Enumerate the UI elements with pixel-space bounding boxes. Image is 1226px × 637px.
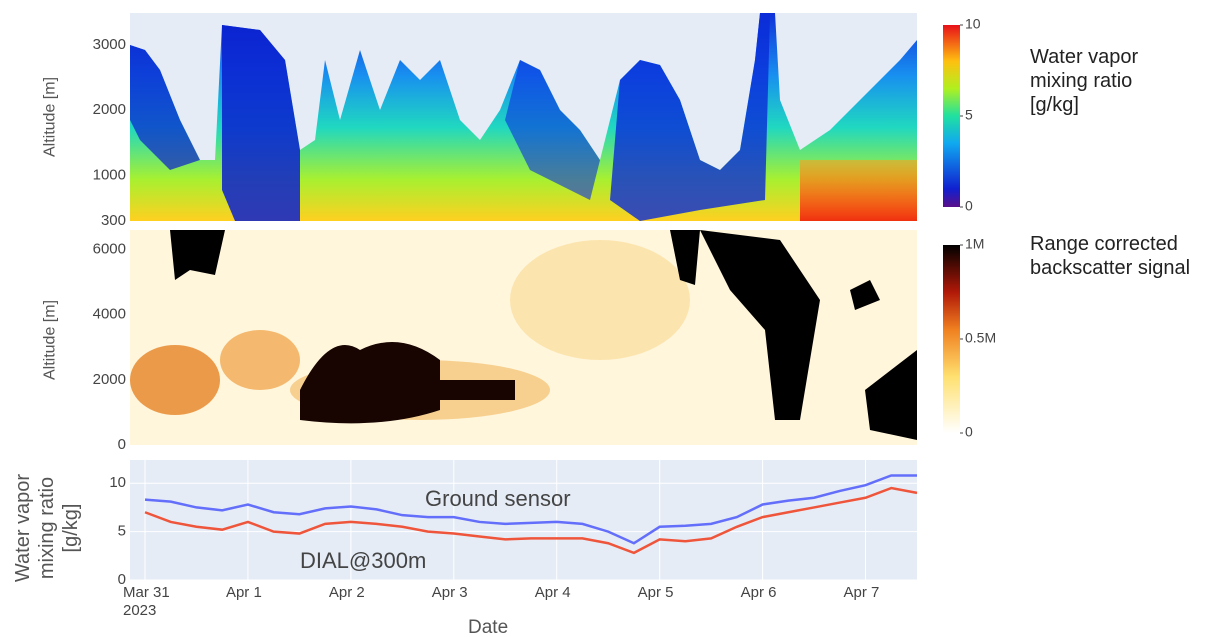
x-tick-label: Apr 3 [432, 584, 468, 602]
colorbar-tick-label: 5 [965, 107, 973, 123]
x-tick-label: Apr 1 [226, 584, 262, 602]
y-tick-label: 6000 [93, 241, 126, 258]
colorbar-tick-label: 1M [965, 236, 984, 252]
x-tick-label: Apr 6 [741, 584, 777, 602]
backscatter-colorbar [943, 245, 960, 433]
y-tick-label: 300 [101, 212, 126, 229]
y-tick-label: 5 [118, 523, 126, 540]
colorbar-tick-label: 10 [965, 16, 981, 32]
y-tick-label: 0 [118, 436, 126, 453]
y-axis-title: Altitude [m] [40, 77, 59, 157]
x-tick-label: Mar 31 2023 [123, 584, 170, 620]
colorbar-title: Range corrected backscatter signal [1030, 232, 1190, 280]
colorbar-tick-label: 0.5M [965, 330, 996, 346]
y-axis-title: Altitude [m] [40, 300, 59, 380]
x-tick-label: Apr 5 [638, 584, 674, 602]
y-tick-label: 3000 [93, 36, 126, 53]
x-tick-label: Apr 2 [329, 584, 365, 602]
y-tick-label: 10 [109, 474, 126, 491]
vapor-colorbar [943, 25, 960, 207]
vapor-heatmap [130, 13, 917, 221]
series-label: Ground sensor [425, 486, 571, 511]
y-tick-label: 1000 [93, 166, 126, 183]
colorbar-tick-label: 0 [965, 424, 973, 440]
figure: 3001000200030000510020004000600000.5M1M0… [0, 0, 1226, 637]
x-axis-title: Date [468, 617, 508, 637]
backscatter-heatmap [130, 230, 917, 445]
colorbar-tick-label: 0 [965, 198, 973, 214]
y-tick-label: 2000 [93, 371, 126, 388]
y-tick-label: 4000 [93, 306, 126, 323]
x-tick-label: Apr 7 [844, 584, 880, 602]
series-label: DIAL@300m [300, 548, 426, 573]
x-tick-label: Apr 4 [535, 584, 571, 602]
colorbar-title: Water vapor mixing ratio [g/kg] [1030, 45, 1138, 117]
y-axis-title: Water vapor mixing ratio [g/kg] [11, 474, 83, 582]
y-tick-label: 2000 [93, 101, 126, 118]
